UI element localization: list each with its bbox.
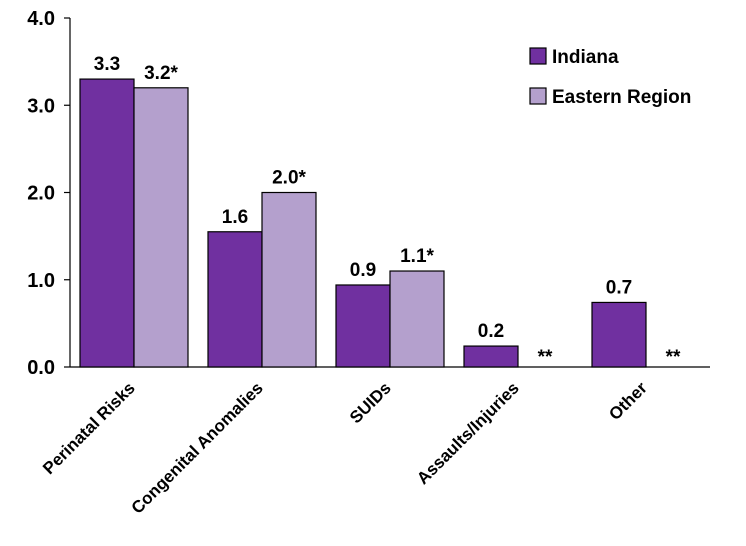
bar-indiana	[591, 301, 647, 368]
x-tick-label: Assaults/Injuries	[413, 378, 523, 488]
data-label-suppressed: **	[538, 347, 553, 368]
x-tick-label: Congenital Anomalies	[128, 378, 267, 517]
y-tick-label: 4.0	[27, 8, 55, 30]
bar-indiana	[207, 231, 263, 368]
data-label: 2.0*	[272, 168, 306, 189]
y-tick-label: 0.0	[27, 357, 55, 379]
bar-indiana	[335, 284, 391, 368]
x-tick-label: Perinatal Risks	[39, 378, 139, 478]
legend: Indiana Eastern Region	[529, 47, 691, 108]
data-label: 1.1*	[400, 246, 434, 267]
legend-label: Indiana	[552, 47, 619, 68]
data-labels: 3.3 3.2* 1.6 2.0* 0.9 1.1* 0.2 ** 0.7 **	[94, 54, 681, 368]
bar-eastern-region	[133, 87, 189, 368]
y-tick-label: 1.0	[27, 270, 55, 292]
legend-swatch	[529, 87, 547, 105]
data-label: 0.7	[606, 277, 632, 298]
data-label: 0.2	[478, 321, 504, 342]
data-label-suppressed: **	[666, 347, 681, 368]
legend-swatch	[529, 47, 547, 65]
bar-eastern-region	[261, 191, 317, 368]
bar-eastern-region	[389, 270, 445, 368]
y-tick-label: 3.0	[27, 95, 55, 117]
bar-indiana	[463, 345, 519, 368]
legend-label: Eastern Region	[552, 87, 691, 108]
data-label: 0.9	[350, 260, 376, 281]
bar-indiana	[79, 78, 135, 368]
x-tick-label: Other	[605, 378, 651, 424]
data-label: 3.3	[94, 54, 120, 75]
bars	[79, 78, 647, 368]
data-label: 3.2*	[144, 63, 178, 84]
x-tick-label: SUIDs	[346, 378, 395, 427]
data-label: 1.6	[222, 207, 248, 228]
y-tick-label: 2.0	[27, 183, 55, 205]
